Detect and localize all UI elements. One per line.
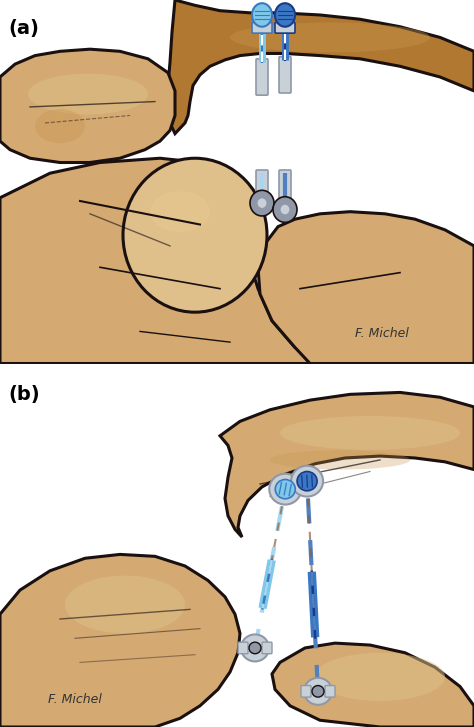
Ellipse shape	[150, 191, 210, 232]
Circle shape	[297, 472, 317, 491]
FancyBboxPatch shape	[252, 23, 272, 33]
Polygon shape	[0, 555, 240, 727]
Circle shape	[249, 642, 261, 654]
FancyBboxPatch shape	[256, 59, 268, 95]
Ellipse shape	[252, 3, 272, 27]
FancyBboxPatch shape	[279, 57, 291, 93]
Circle shape	[291, 466, 323, 497]
Circle shape	[269, 474, 301, 505]
Ellipse shape	[28, 73, 148, 114]
Circle shape	[273, 197, 297, 222]
Polygon shape	[168, 0, 474, 134]
Ellipse shape	[275, 3, 295, 27]
Ellipse shape	[315, 653, 445, 701]
FancyBboxPatch shape	[262, 642, 272, 654]
Polygon shape	[258, 212, 474, 364]
Text: F. Michel: F. Michel	[355, 326, 409, 340]
Ellipse shape	[230, 23, 430, 52]
Polygon shape	[0, 158, 330, 364]
Circle shape	[275, 480, 295, 499]
Ellipse shape	[35, 109, 85, 143]
Circle shape	[312, 686, 324, 697]
Circle shape	[241, 635, 269, 662]
Circle shape	[304, 678, 332, 704]
Circle shape	[123, 158, 267, 312]
Text: (a): (a)	[8, 19, 39, 39]
Circle shape	[257, 198, 267, 209]
Text: (b): (b)	[8, 385, 40, 403]
FancyBboxPatch shape	[279, 170, 291, 202]
FancyBboxPatch shape	[238, 642, 248, 654]
Ellipse shape	[280, 416, 460, 450]
FancyBboxPatch shape	[325, 686, 335, 697]
Text: F. Michel: F. Michel	[48, 693, 102, 706]
Ellipse shape	[270, 450, 410, 470]
Circle shape	[280, 204, 290, 215]
FancyBboxPatch shape	[256, 170, 268, 202]
Ellipse shape	[65, 576, 185, 633]
Polygon shape	[0, 49, 175, 163]
Polygon shape	[272, 643, 474, 727]
FancyBboxPatch shape	[275, 23, 295, 33]
Circle shape	[250, 190, 274, 216]
Polygon shape	[220, 393, 474, 537]
FancyBboxPatch shape	[301, 686, 311, 697]
